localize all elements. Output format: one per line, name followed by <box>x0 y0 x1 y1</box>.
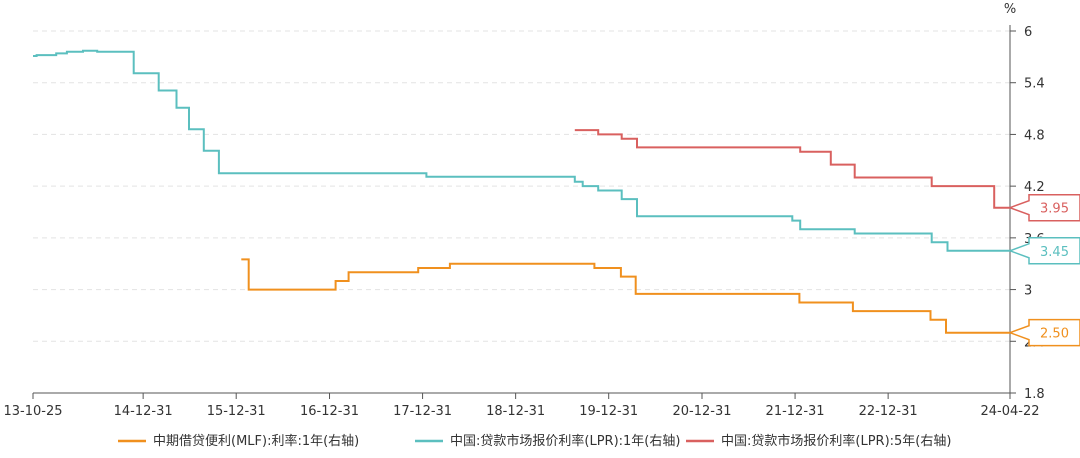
x-tick-label: 14-12-31 <box>114 404 173 419</box>
x-tick-label: 19-12-31 <box>579 404 638 419</box>
end-value-label: 3.45 <box>1040 245 1069 260</box>
series-lines <box>33 49 1010 334</box>
legend-item-label: 中国:贷款市场报价利率(LPR):1年(右轴) <box>450 433 680 449</box>
y-tick-label: 4.8 <box>1024 128 1045 143</box>
end-value-callout <box>1007 193 1080 222</box>
legend-item-label: 中国:贷款市场报价利率(LPR):5年(右轴) <box>721 433 951 449</box>
y-tick-label: 3 <box>1024 284 1032 299</box>
y-tick-label: 4.2 <box>1024 180 1045 195</box>
x-tick-label: 13-10-25 <box>3 404 62 419</box>
x-tick-label: 15-12-31 <box>207 404 266 419</box>
legend-item-label: 中期借贷便利(MLF):利率:1年(右轴) <box>153 433 359 449</box>
series-line-1 <box>33 49 1010 252</box>
end-value-label: 2.50 <box>1040 327 1069 342</box>
legend: 中期借贷便利(MLF):利率:1年(右轴) 中国:贷款市场报价利率(LPR):1年… <box>118 433 951 449</box>
end-value-label: 3.95 <box>1040 202 1069 217</box>
x-tick-label: 18-12-31 <box>486 404 545 419</box>
series-line-0 <box>241 258 1010 334</box>
x-tick-label: 22-12-31 <box>859 404 918 419</box>
y-tick-label: 6 <box>1024 25 1032 40</box>
end-value-callout <box>1007 318 1080 347</box>
x-tick-label: 17-12-31 <box>393 404 452 419</box>
end-value-callout <box>1007 237 1080 265</box>
x-tick-label: 16-12-31 <box>300 404 359 419</box>
y-tick-label: 5.4 <box>1024 77 1045 92</box>
end-value-labels: 2.50 3.45 3.95 <box>1007 193 1080 347</box>
x-tick-label: 21-12-31 <box>766 404 825 419</box>
series-line-2 <box>574 129 1010 209</box>
y-tick-label: 1.8 <box>1024 387 1045 402</box>
y-unit-label: % <box>1004 2 1016 17</box>
axes: 65.44.84.23.632.41.8%13-10-2514-12-3115-… <box>3 2 1044 419</box>
x-tick-label: 24-04-22 <box>980 404 1039 419</box>
x-tick-label: 20-12-31 <box>673 404 732 419</box>
grid <box>33 30 1010 342</box>
